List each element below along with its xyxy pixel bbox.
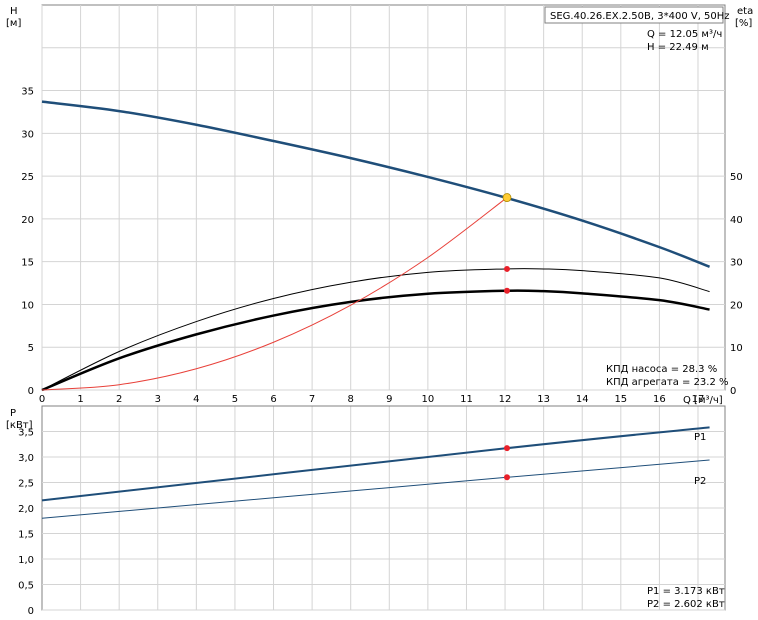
annotation-eta-unit: КПД агрегата = 23.2 % xyxy=(606,377,729,388)
y-tick-label-right: 30 xyxy=(730,258,743,269)
y-axis-unit-h: [м] xyxy=(6,18,21,29)
y-tick-label-power: 3,5 xyxy=(18,428,34,439)
y-tick-label-power: 2,5 xyxy=(18,479,34,490)
y-tick-label-left: 35 xyxy=(21,87,34,98)
y-tick-label-right: 50 xyxy=(730,172,743,183)
y-tick-label-left: 10 xyxy=(21,300,34,311)
y-tick-label-left: 5 xyxy=(28,343,34,354)
x-tick-label: 0 xyxy=(39,394,45,405)
x-tick-label: 7 xyxy=(309,394,315,405)
x-tick-label: 11 xyxy=(460,394,473,405)
y-tick-label-power: 3,0 xyxy=(18,453,34,464)
y-axis-label-p: P xyxy=(10,408,16,419)
annotation-h: H = 22.49 м xyxy=(647,42,709,53)
y-tick-label-left: 30 xyxy=(21,129,34,140)
legend-p1: P1 xyxy=(694,432,706,443)
title-box xyxy=(544,6,724,24)
y-axis-unit-p: [кВт] xyxy=(6,420,33,431)
y-tick-label-left: 0 xyxy=(28,386,34,397)
x-tick-label: 15 xyxy=(614,394,627,405)
annotation-p1: P1 = 3.173 кВт xyxy=(647,586,725,597)
y-tick-label-right: 10 xyxy=(730,343,743,354)
power-series-line-0 xyxy=(41,426,710,502)
x-tick-label: 9 xyxy=(386,394,392,405)
y-tick-label-left: 20 xyxy=(21,215,34,226)
x-tick-label: 3 xyxy=(155,394,161,405)
y-tick-label-right: 0 xyxy=(730,386,736,397)
chart-labels: H [м] eta [%] SEG.40.26.EX.2.50B, 3*400 … xyxy=(6,6,753,610)
x-tick-label: 17 xyxy=(692,394,705,405)
y-tick-label-right: 20 xyxy=(730,300,743,311)
x-tick-label: 13 xyxy=(537,394,550,405)
x-tick-label: 8 xyxy=(348,394,354,405)
plot-frame-head xyxy=(41,4,726,391)
x-tick-label: 5 xyxy=(232,394,238,405)
x-tick-label: 12 xyxy=(499,394,512,405)
x-tick-label: 1 xyxy=(77,394,83,405)
x-tick-label: 6 xyxy=(270,394,276,405)
chart-title: SEG.40.26.EX.2.50B, 3*400 V, 50Hz xyxy=(550,11,730,22)
legend-p2: P2 xyxy=(694,476,706,487)
y-axis-label-h: H xyxy=(10,6,18,17)
y-tick-label-power: 1,5 xyxy=(18,530,34,541)
x-tick-label: 2 xyxy=(116,394,122,405)
power-point-0 xyxy=(503,445,510,452)
series-line-0 xyxy=(41,100,711,268)
y-tick-label-right: 40 xyxy=(730,215,743,226)
x-tick-label: 4 xyxy=(193,394,199,405)
power-series-line-1 xyxy=(41,459,710,519)
series-line-2 xyxy=(41,289,710,392)
annotation-p2: P2 = 2.602 кВт xyxy=(647,599,725,610)
operating-point xyxy=(502,193,512,202)
eta-pump-point xyxy=(503,265,510,272)
y-tick-label-left: 25 xyxy=(21,172,34,183)
annotation-q: Q = 12.05 м³/ч xyxy=(647,29,722,40)
y-axis-label-eta: eta xyxy=(737,6,753,17)
y-tick-label-power: 0,5 xyxy=(18,581,34,592)
x-tick-label: 16 xyxy=(653,394,666,405)
y-tick-label-power: 1,0 xyxy=(18,555,34,566)
power-point-1 xyxy=(503,474,510,481)
y-tick-label-power: 2,0 xyxy=(18,504,34,515)
y-axis-unit-eta: [%] xyxy=(735,18,752,29)
series-line-1 xyxy=(41,268,710,391)
series-line-3 xyxy=(41,197,508,391)
x-tick-label: 14 xyxy=(576,394,589,405)
eta-unit-point xyxy=(503,287,510,294)
annotation-eta-pump: КПД насоса = 28.3 % xyxy=(606,364,717,375)
y-tick-label-left: 15 xyxy=(21,258,34,269)
y-tick-label-power: 0 xyxy=(28,606,34,617)
x-axis-label: Q [м³/ч] xyxy=(683,395,723,406)
x-tick-label: 10 xyxy=(422,394,435,405)
